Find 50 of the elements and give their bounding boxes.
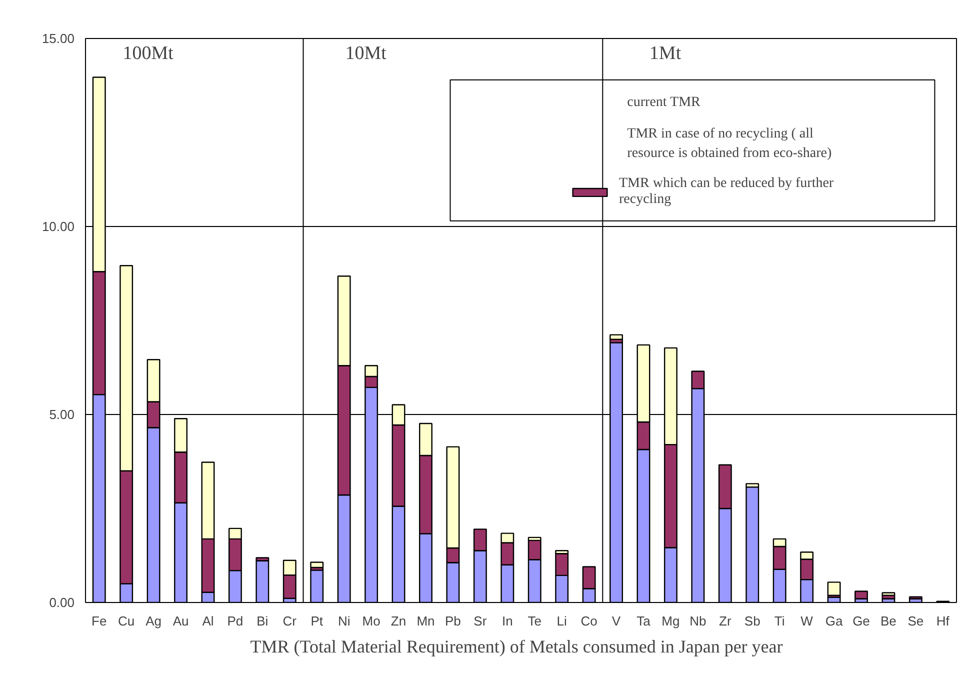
- x-tick-label: Nb: [690, 614, 706, 628]
- x-tick-label: Ti: [774, 614, 785, 628]
- x-tick-label: Mg: [662, 614, 680, 628]
- annotation: TMR in case of no recycling ( all resource is obtained from eco-share): [627, 126, 832, 162]
- x-axis-title: TMR (Total Material Requirement) of Metals consumed in Japan per year: [250, 636, 783, 656]
- y-tick-label: 10.00: [42, 219, 75, 234]
- x-tick-label: Cr: [282, 614, 298, 628]
- bar: [610, 334, 623, 340]
- x-tick-label: Mn: [416, 614, 435, 628]
- x-tick-label: Te: [528, 614, 542, 628]
- x-tick-label: Mo: [362, 614, 380, 628]
- bar: [310, 570, 324, 602]
- x-tick-label: Be: [880, 614, 896, 628]
- x-tick-label: W: [800, 614, 814, 628]
- legend-label: TMR which can be reduced by further recycling: [619, 175, 834, 209]
- annotation: 1Mt: [649, 43, 682, 64]
- y-tick-label: 15.00: [42, 31, 75, 46]
- x-tick-label: Ni: [338, 614, 350, 628]
- y-tick-label: 5.00: [49, 407, 75, 422]
- x-tick-label: Hf: [936, 614, 950, 628]
- x-tick-label: Pb: [445, 614, 461, 628]
- x-tick-label: Ga: [825, 614, 844, 628]
- bar: [256, 560, 270, 602]
- x-tick-label: V: [612, 614, 621, 628]
- x-tick-label: Sb: [744, 614, 760, 628]
- x-tick-label: Ta: [636, 614, 652, 628]
- x-tick-label: Ge: [852, 614, 870, 628]
- x-tick-label: In: [502, 614, 513, 628]
- x-tick-label: Bi: [256, 614, 268, 628]
- annotation: current TMR: [627, 94, 702, 110]
- x-tick-label: Au: [172, 614, 189, 628]
- x-tick-label: Cu: [118, 614, 135, 628]
- bar: [882, 592, 896, 596]
- bar: [746, 486, 760, 602]
- annotation: 100Mt: [122, 43, 174, 64]
- x-tick-label: Zr: [719, 614, 732, 628]
- x-tick-label: Pt: [310, 614, 324, 628]
- x-tick-label: Pd: [227, 614, 244, 628]
- y-tick-label: 0.00: [49, 595, 75, 610]
- annotation: 10Mt: [345, 43, 388, 64]
- x-tick-label: Sr: [474, 614, 488, 628]
- x-tick-label: Al: [202, 614, 214, 628]
- x-tick-label: Co: [580, 614, 598, 628]
- x-tick-label: Se: [908, 614, 924, 628]
- x-tick-label: Ag: [146, 614, 162, 628]
- bar: [310, 562, 324, 568]
- x-tick-label: Zn: [390, 614, 406, 628]
- x-tick-label: Li: [556, 614, 567, 628]
- x-tick-label: Fe: [92, 614, 107, 628]
- bar: [854, 590, 868, 600]
